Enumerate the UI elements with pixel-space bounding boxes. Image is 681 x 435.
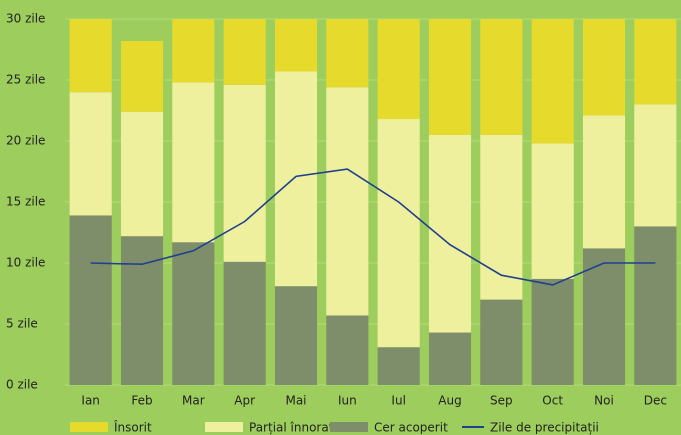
legend-swatch <box>70 422 108 432</box>
x-tick-label: Aug <box>438 394 461 408</box>
bar-segment <box>172 19 215 83</box>
x-tick-label: Apr <box>234 394 255 408</box>
bar-segment <box>172 242 215 385</box>
legend-label: Parțial înnorat <box>249 421 334 435</box>
y-tick-label: 15 zile <box>6 195 45 209</box>
bar-segment <box>377 347 420 385</box>
x-tick-label: Noi <box>594 394 614 408</box>
bar-segment <box>69 92 112 216</box>
legend-label: Însorit <box>113 420 152 435</box>
bar-segment <box>428 19 472 135</box>
bar-segment <box>377 19 420 120</box>
bar-segment <box>634 19 677 105</box>
y-tick-label: 5 zile <box>6 317 38 331</box>
bar-segment <box>120 236 164 385</box>
bar-segment <box>274 19 318 72</box>
bar-segment <box>326 87 369 316</box>
legend-label: Cer acoperit <box>374 421 448 435</box>
x-tick-label: Mai <box>285 394 306 408</box>
bar-segment <box>377 119 420 348</box>
bar-segment <box>480 134 523 300</box>
bar-segment <box>582 115 626 249</box>
x-tick-label: Sep <box>490 394 513 408</box>
y-tick-label: 25 zile <box>6 73 45 87</box>
x-tick-label: Ian <box>81 394 100 408</box>
bar-segment <box>480 19 523 135</box>
bar-segment <box>428 134 472 333</box>
bar-segment <box>531 278 574 385</box>
line-series <box>90 168 656 286</box>
y-tick-label: 10 zile <box>6 256 45 270</box>
bar-segment <box>274 286 318 385</box>
bar-segment <box>69 215 112 385</box>
x-tick-label: Oct <box>542 394 563 408</box>
bar-segment <box>428 332 472 385</box>
bar-segment <box>223 19 266 85</box>
bar-segment <box>480 299 523 385</box>
legend-label: Zile de precipitații <box>490 421 599 435</box>
bar-segment <box>326 315 369 385</box>
x-tick-label: Feb <box>131 394 152 408</box>
x-tick-label: Dec <box>644 394 667 408</box>
bar-segment <box>634 226 677 385</box>
y-tick-label: 20 zile <box>6 134 45 148</box>
y-tick-label: 30 zile <box>6 12 45 26</box>
bar-segment <box>274 71 318 287</box>
legend-swatch <box>330 422 368 432</box>
bar-segment <box>223 261 266 385</box>
bar-segment <box>223 84 266 262</box>
bar-segment <box>120 40 164 112</box>
bar-segment <box>69 19 112 93</box>
bar-segment <box>634 104 677 227</box>
x-tick-label: Iul <box>391 394 405 408</box>
legend-swatch <box>205 422 243 432</box>
bar-segment <box>326 19 369 88</box>
bar-segment <box>120 111 164 237</box>
x-tick-label: Iun <box>338 394 357 408</box>
bar-segment <box>582 248 626 385</box>
y-tick-label: 0 zile <box>6 378 38 392</box>
bar-segment <box>531 143 574 279</box>
bar-segment <box>531 19 574 144</box>
bar-segment <box>582 19 626 116</box>
bar-segment <box>172 82 215 243</box>
x-tick-label: Mar <box>182 394 205 408</box>
